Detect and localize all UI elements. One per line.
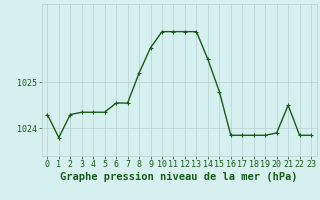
X-axis label: Graphe pression niveau de la mer (hPa): Graphe pression niveau de la mer (hPa): [60, 172, 298, 182]
